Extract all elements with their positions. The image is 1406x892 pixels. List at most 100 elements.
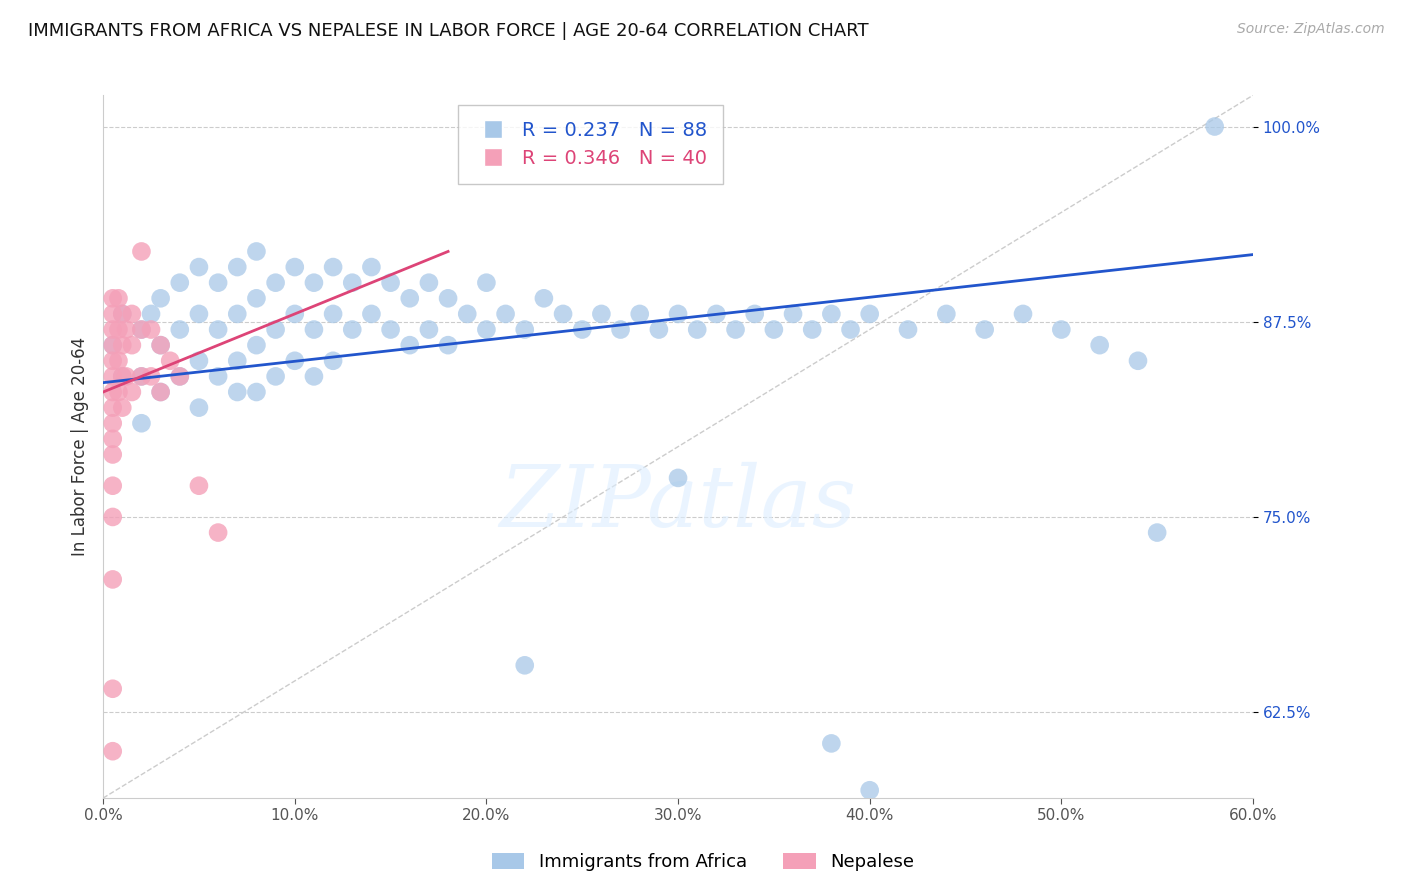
Point bbox=[342, 276, 364, 290]
Point bbox=[360, 260, 382, 274]
Point bbox=[762, 322, 785, 336]
Text: Source: ZipAtlas.com: Source: ZipAtlas.com bbox=[1237, 22, 1385, 37]
Point bbox=[101, 322, 124, 336]
Point bbox=[139, 322, 162, 336]
Point bbox=[115, 322, 138, 336]
Point bbox=[226, 307, 249, 321]
Point bbox=[935, 307, 957, 321]
Point bbox=[666, 471, 689, 485]
Point bbox=[111, 338, 134, 352]
Point bbox=[101, 432, 124, 446]
Point bbox=[188, 353, 211, 368]
Point bbox=[609, 322, 631, 336]
Point bbox=[149, 384, 172, 399]
Point bbox=[342, 322, 364, 336]
Point bbox=[245, 244, 267, 259]
Point bbox=[322, 307, 344, 321]
Point bbox=[101, 510, 124, 524]
Point bbox=[101, 681, 124, 696]
Point bbox=[571, 322, 593, 336]
Point bbox=[284, 307, 307, 321]
Point bbox=[1012, 307, 1035, 321]
Point bbox=[744, 307, 766, 321]
Point bbox=[131, 322, 153, 336]
Point bbox=[495, 307, 517, 321]
Point bbox=[188, 307, 211, 321]
Point bbox=[107, 353, 129, 368]
Point bbox=[820, 307, 842, 321]
Point bbox=[264, 369, 287, 384]
Point bbox=[159, 353, 181, 368]
Y-axis label: In Labor Force | Age 20-64: In Labor Force | Age 20-64 bbox=[72, 337, 89, 557]
Point bbox=[115, 369, 138, 384]
Point bbox=[859, 307, 882, 321]
Point bbox=[591, 307, 613, 321]
Point bbox=[897, 322, 920, 336]
Point bbox=[1204, 120, 1226, 134]
Point bbox=[131, 369, 153, 384]
Point bbox=[111, 369, 134, 384]
Point bbox=[149, 291, 172, 305]
Point bbox=[1088, 338, 1111, 352]
Point bbox=[513, 658, 536, 673]
Point bbox=[360, 307, 382, 321]
Point bbox=[302, 322, 325, 336]
Point bbox=[302, 369, 325, 384]
Point bbox=[101, 448, 124, 462]
Point bbox=[264, 322, 287, 336]
Point bbox=[139, 307, 162, 321]
Point bbox=[121, 384, 143, 399]
Point bbox=[101, 384, 124, 399]
Point bbox=[131, 369, 153, 384]
Point bbox=[839, 322, 862, 336]
Point bbox=[226, 260, 249, 274]
Point bbox=[1126, 353, 1149, 368]
Point bbox=[107, 384, 129, 399]
Point bbox=[322, 353, 344, 368]
Point bbox=[513, 322, 536, 336]
Point bbox=[169, 322, 191, 336]
Point bbox=[188, 479, 211, 493]
Point bbox=[101, 744, 124, 758]
Point bbox=[859, 783, 882, 797]
Point bbox=[169, 276, 191, 290]
Point bbox=[380, 322, 402, 336]
Point bbox=[706, 307, 728, 321]
Point bbox=[101, 401, 124, 415]
Point bbox=[264, 276, 287, 290]
Point bbox=[207, 276, 229, 290]
Text: IMMIGRANTS FROM AFRICA VS NEPALESE IN LABOR FORCE | AGE 20-64 CORRELATION CHART: IMMIGRANTS FROM AFRICA VS NEPALESE IN LA… bbox=[28, 22, 869, 40]
Point bbox=[686, 322, 709, 336]
Point bbox=[101, 573, 124, 587]
Point bbox=[131, 244, 153, 259]
Point bbox=[284, 260, 307, 274]
Point bbox=[101, 338, 124, 352]
Point bbox=[111, 307, 134, 321]
Point bbox=[131, 416, 153, 430]
Point bbox=[648, 322, 671, 336]
Point bbox=[101, 369, 124, 384]
Point bbox=[1146, 525, 1168, 540]
Point bbox=[101, 338, 124, 352]
Point bbox=[1050, 322, 1073, 336]
Point bbox=[398, 291, 420, 305]
Point bbox=[418, 276, 440, 290]
Point bbox=[111, 401, 134, 415]
Point bbox=[226, 384, 249, 399]
Point bbox=[322, 260, 344, 274]
Point bbox=[131, 322, 153, 336]
Point bbox=[973, 322, 995, 336]
Point bbox=[101, 416, 124, 430]
Point bbox=[121, 338, 143, 352]
Point bbox=[101, 353, 124, 368]
Legend: R = 0.237   N = 88, R = 0.346   N = 40: R = 0.237 N = 88, R = 0.346 N = 40 bbox=[458, 105, 723, 184]
Point bbox=[188, 260, 211, 274]
Point bbox=[107, 322, 129, 336]
Point bbox=[207, 525, 229, 540]
Point bbox=[437, 291, 460, 305]
Point bbox=[533, 291, 555, 305]
Point bbox=[418, 322, 440, 336]
Point bbox=[724, 322, 747, 336]
Point bbox=[475, 322, 498, 336]
Point bbox=[398, 338, 420, 352]
